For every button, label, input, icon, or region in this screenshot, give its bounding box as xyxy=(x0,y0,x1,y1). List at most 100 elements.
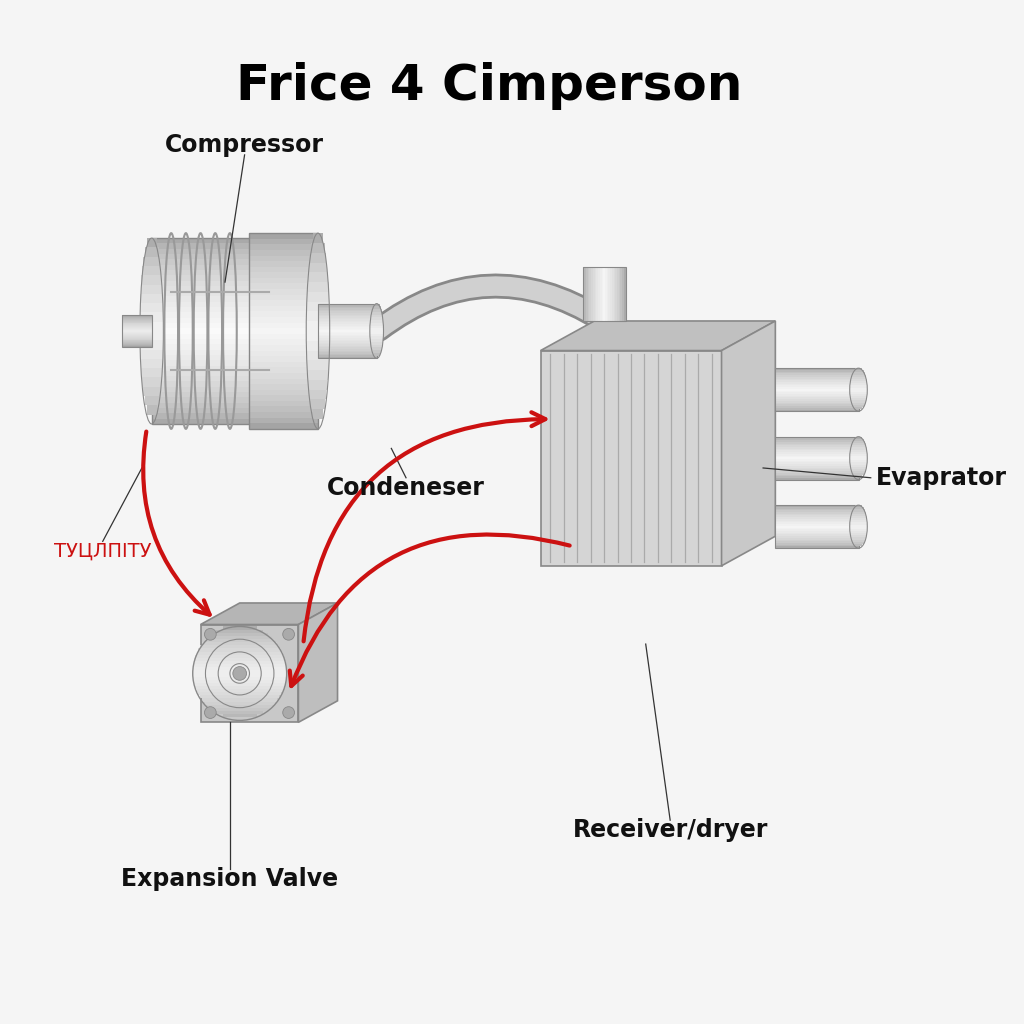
Polygon shape xyxy=(852,441,865,443)
Polygon shape xyxy=(152,397,308,402)
Polygon shape xyxy=(541,321,775,350)
Polygon shape xyxy=(250,395,318,400)
Polygon shape xyxy=(775,519,858,520)
Polygon shape xyxy=(855,505,862,507)
Polygon shape xyxy=(194,677,287,680)
Polygon shape xyxy=(852,443,865,445)
Polygon shape xyxy=(775,395,858,397)
Polygon shape xyxy=(855,544,862,546)
Polygon shape xyxy=(318,317,377,319)
Polygon shape xyxy=(152,360,308,366)
Polygon shape xyxy=(775,408,858,410)
Text: Condeneser: Condeneser xyxy=(327,475,485,500)
Polygon shape xyxy=(152,366,308,371)
Polygon shape xyxy=(851,379,866,381)
Polygon shape xyxy=(307,292,329,302)
Polygon shape xyxy=(775,471,858,473)
Polygon shape xyxy=(851,534,866,536)
Polygon shape xyxy=(197,651,283,654)
Polygon shape xyxy=(613,267,615,321)
Polygon shape xyxy=(852,469,865,471)
Polygon shape xyxy=(311,399,325,410)
Polygon shape xyxy=(208,636,271,639)
Polygon shape xyxy=(775,517,858,519)
Polygon shape xyxy=(140,322,164,331)
Polygon shape xyxy=(152,329,308,334)
Polygon shape xyxy=(775,458,858,459)
Polygon shape xyxy=(194,660,286,664)
Polygon shape xyxy=(250,418,318,423)
Polygon shape xyxy=(306,311,330,322)
Polygon shape xyxy=(850,458,867,461)
Polygon shape xyxy=(775,384,858,385)
Polygon shape xyxy=(193,671,287,674)
Polygon shape xyxy=(318,343,377,344)
Polygon shape xyxy=(152,254,308,259)
Polygon shape xyxy=(212,633,268,636)
Polygon shape xyxy=(850,394,867,396)
Polygon shape xyxy=(318,324,377,326)
Polygon shape xyxy=(196,686,284,689)
Polygon shape xyxy=(140,340,163,349)
Polygon shape xyxy=(775,532,858,535)
Polygon shape xyxy=(618,267,621,321)
Polygon shape xyxy=(250,412,318,418)
Polygon shape xyxy=(775,514,858,515)
Polygon shape xyxy=(775,535,858,537)
Polygon shape xyxy=(775,524,858,525)
Polygon shape xyxy=(195,657,285,660)
Polygon shape xyxy=(193,674,287,677)
Polygon shape xyxy=(308,380,328,390)
Polygon shape xyxy=(152,244,308,249)
Polygon shape xyxy=(250,345,318,350)
Polygon shape xyxy=(152,387,308,392)
Polygon shape xyxy=(605,267,606,321)
Polygon shape xyxy=(152,334,308,339)
Polygon shape xyxy=(722,321,775,566)
Polygon shape xyxy=(775,379,858,380)
Polygon shape xyxy=(318,321,377,323)
Polygon shape xyxy=(775,510,858,512)
Polygon shape xyxy=(775,440,858,441)
Polygon shape xyxy=(775,478,858,479)
Polygon shape xyxy=(205,701,274,705)
Circle shape xyxy=(283,629,295,640)
Text: Compressor: Compressor xyxy=(165,133,324,157)
Polygon shape xyxy=(851,536,866,538)
Polygon shape xyxy=(596,267,598,321)
Polygon shape xyxy=(371,314,383,317)
Polygon shape xyxy=(143,257,160,266)
Polygon shape xyxy=(144,248,159,257)
Polygon shape xyxy=(371,339,383,342)
Polygon shape xyxy=(318,344,377,346)
Polygon shape xyxy=(318,308,377,310)
Polygon shape xyxy=(850,387,867,390)
Polygon shape xyxy=(152,291,308,297)
Polygon shape xyxy=(586,267,588,321)
Polygon shape xyxy=(850,526,867,528)
Polygon shape xyxy=(775,436,858,438)
Polygon shape xyxy=(318,330,377,332)
Polygon shape xyxy=(608,267,610,321)
Polygon shape xyxy=(311,243,325,253)
Polygon shape xyxy=(318,356,377,358)
Polygon shape xyxy=(152,349,308,355)
Polygon shape xyxy=(775,370,858,372)
Circle shape xyxy=(205,629,216,640)
Polygon shape xyxy=(306,322,330,331)
Polygon shape xyxy=(250,373,318,379)
Polygon shape xyxy=(850,392,867,394)
Polygon shape xyxy=(850,383,867,385)
Polygon shape xyxy=(851,465,866,467)
Polygon shape xyxy=(603,267,605,321)
Polygon shape xyxy=(223,714,257,717)
Polygon shape xyxy=(852,512,865,514)
Polygon shape xyxy=(852,375,865,377)
Polygon shape xyxy=(775,512,858,514)
Polygon shape xyxy=(318,346,377,347)
Polygon shape xyxy=(306,302,330,311)
Polygon shape xyxy=(318,337,377,338)
Polygon shape xyxy=(775,392,858,394)
Polygon shape xyxy=(775,464,858,466)
Polygon shape xyxy=(318,352,377,353)
